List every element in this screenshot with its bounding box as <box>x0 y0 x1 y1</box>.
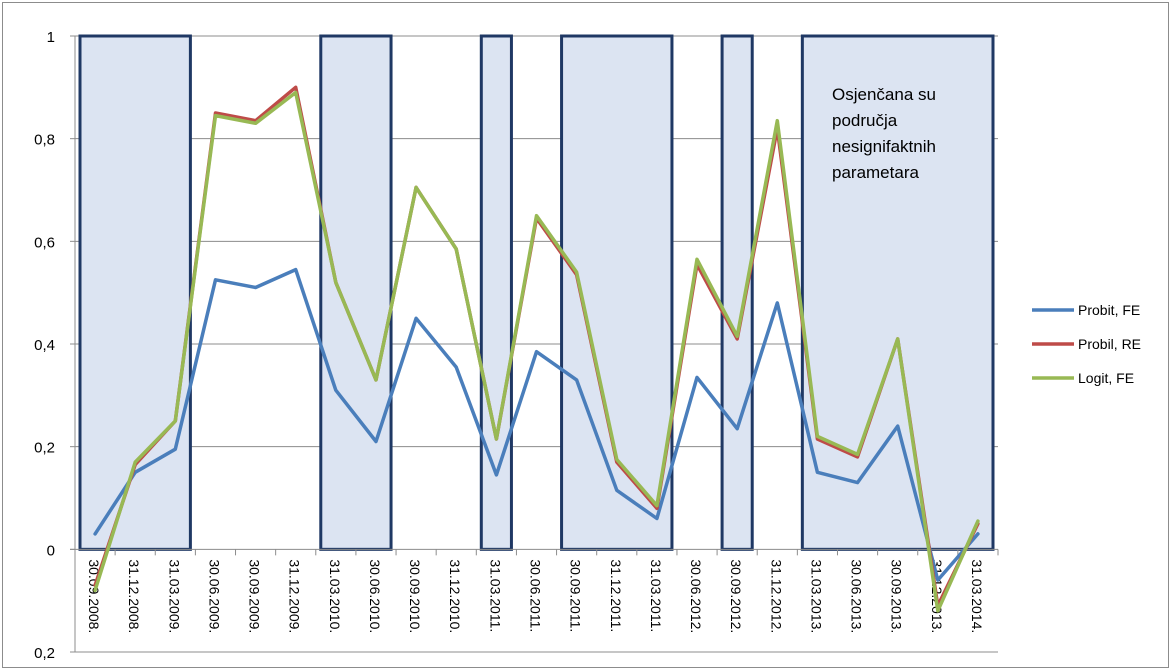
x-tick-label: 30.06.2010. <box>367 559 383 633</box>
x-tick-label: 30.09.2012. <box>728 559 744 633</box>
x-tick-label: 31.03.2014. <box>969 559 985 633</box>
x-tick-label: 31.12.2011. <box>608 559 624 632</box>
legend-label: Probit, FE <box>1078 302 1140 318</box>
annotation: Osjenčana su područja nesignifaktnih parame… <box>832 85 936 182</box>
legend-label: Logit, FE <box>1078 370 1134 386</box>
y-tick-label: 1 <box>47 29 55 46</box>
axes <box>70 35 999 653</box>
x-tick-label: 31.12.2008. <box>126 559 142 633</box>
shaded-region <box>319 34 393 551</box>
x-tick-label: 30.09.2010. <box>407 559 423 633</box>
x-tick-label: 31.12.2012. <box>768 559 784 633</box>
x-tick-label: 31.03.2011. <box>487 559 503 632</box>
x-tick-label: 31.12.2010. <box>447 559 463 633</box>
annotation-line: područja <box>832 111 898 130</box>
series-line <box>93 267 980 582</box>
annotation-line: Osjenčana su <box>832 85 936 104</box>
y-tick-label: 0,4 <box>34 337 55 354</box>
x-tick-label: 31.03.2013. <box>808 559 824 633</box>
y-tick-label: 0,8 <box>34 132 55 149</box>
x-tick-label: 31.03.2009. <box>166 559 182 633</box>
x-tick-label: 31.12.2009. <box>287 559 303 633</box>
y-tick-label: 0,2 <box>34 645 55 662</box>
x-tick-labels: 30.09.2008. 31.12.2008. 31.03.2009. 30.06.2… <box>86 559 985 633</box>
x-tick-label: 30.09.2013. <box>889 559 905 633</box>
y-tick-label: 0 <box>47 542 55 559</box>
y-tick-labels: 0,2 0 0,2 0,4 0,6 0,8 1 <box>34 29 55 662</box>
legend-label: Probil, RE <box>1078 336 1141 352</box>
x-tick-label: 30.06.2009. <box>206 559 222 633</box>
x-tick-label: 30.09.2009. <box>247 559 263 633</box>
annotation-line: parametara <box>832 163 919 182</box>
x-tick-label: 31.03.2011. <box>648 559 664 632</box>
shaded-regions <box>78 34 995 551</box>
y-tick-label: 0,2 <box>34 440 55 457</box>
y-tick-label: 0,6 <box>34 234 55 251</box>
legend: Probit, FE Probil, RE Logit, FE <box>1032 302 1141 386</box>
series-lines <box>93 85 980 613</box>
series-line <box>93 90 980 613</box>
shaded-region <box>560 34 674 551</box>
x-tick-label: 31.03.2010. <box>327 559 343 633</box>
x-tick-label: 30.09.2011. <box>568 559 584 632</box>
x-tick-label: 30.06.2013. <box>849 559 865 633</box>
x-tick-label: 30.06.2012. <box>688 559 704 633</box>
x-tick-label: 30.06.2011. <box>528 559 544 632</box>
annotation-line: nesignifaktnih <box>832 137 936 156</box>
shaded-region <box>800 34 995 551</box>
